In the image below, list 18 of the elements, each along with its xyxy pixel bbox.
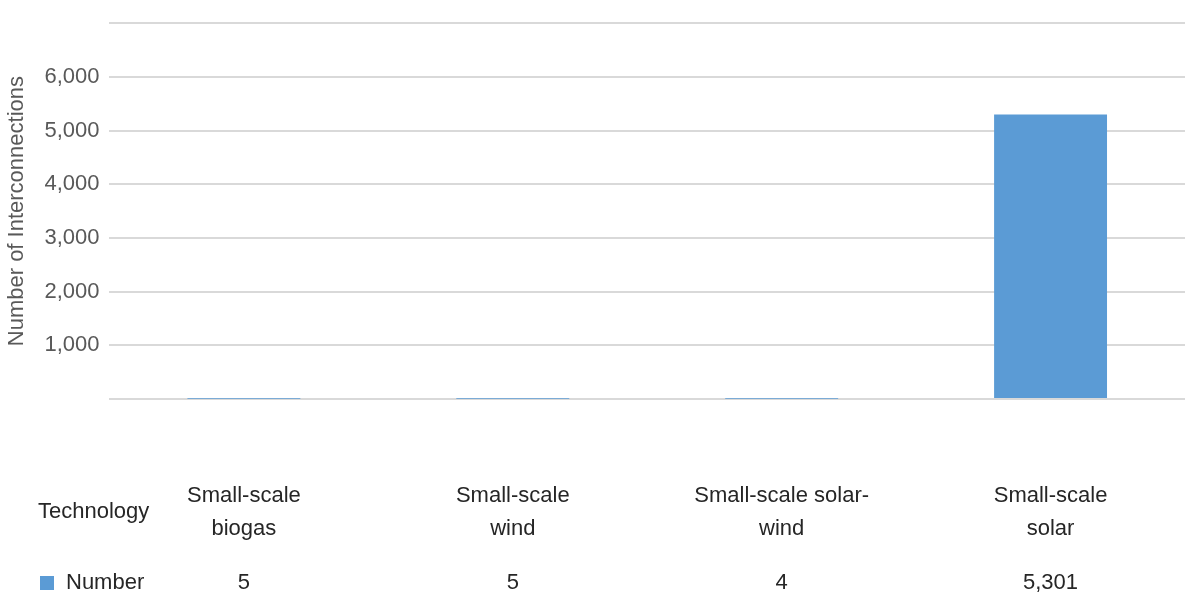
x-tick-label: Small-scale solar xyxy=(993,481,1108,540)
y-axis-title: Number of Interconnections xyxy=(3,75,29,347)
data-label: 5,301 xyxy=(1023,569,1079,595)
y-tick-label: 6,000 xyxy=(44,62,100,88)
x-tick-label: Small-scale solar-wind xyxy=(694,481,870,540)
data-label: 4 xyxy=(775,569,788,595)
x-tick-label: Small-scale wind xyxy=(455,481,570,540)
y-tick-label: 3,000 xyxy=(44,224,100,250)
data-label: 5 xyxy=(237,569,251,595)
legend-label: Number xyxy=(66,569,145,595)
data-label: 5 xyxy=(506,569,519,595)
x-axis-title: Technology xyxy=(38,498,150,524)
y-tick-label: 2,000 xyxy=(44,277,100,303)
y-tick-label: 5,000 xyxy=(44,116,100,142)
y-tick-label: 1,000 xyxy=(44,331,100,357)
x-tick-label: Small-scale biogas xyxy=(187,481,301,540)
bar xyxy=(994,114,1108,398)
y-tick-label: 4,000 xyxy=(44,170,100,196)
